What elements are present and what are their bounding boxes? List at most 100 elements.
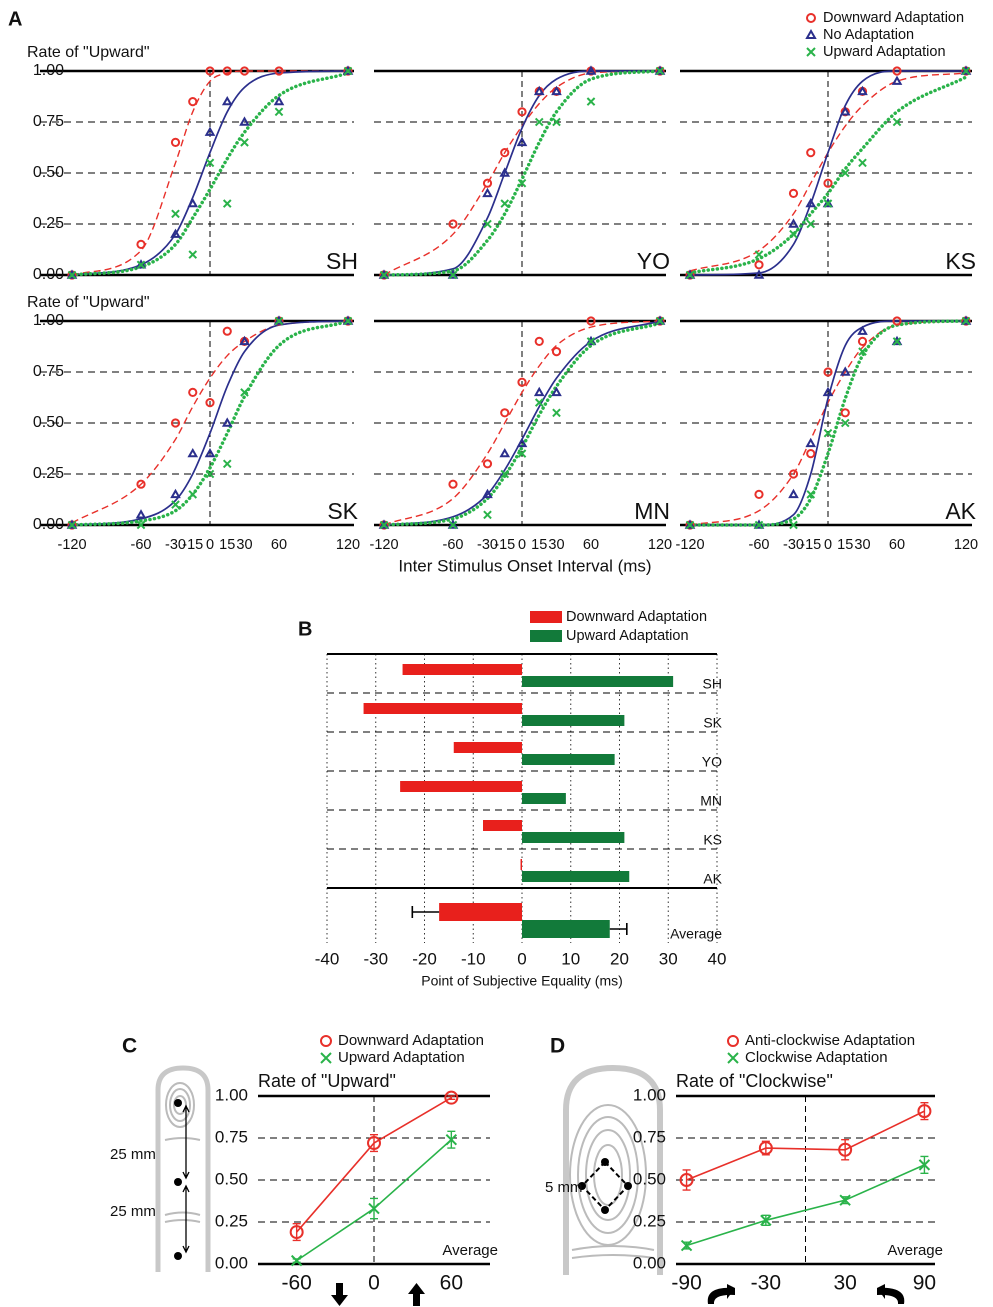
legend-label: Upward Adaptation [823, 44, 946, 60]
subject-label: AK [945, 498, 976, 524]
legend-label: Anti-clockwise Adaptation [745, 1032, 915, 1049]
category-label: SH [703, 676, 722, 692]
y-tick-label: 0.75 [215, 1127, 248, 1146]
y-tick-label: 1.00 [33, 62, 64, 79]
x-tick-label: 60 [271, 537, 287, 553]
category-label: MN [700, 793, 722, 809]
bar [522, 793, 566, 804]
legend-label: Upward Adaptation [338, 1049, 465, 1066]
y-tick-label: 0.00 [215, 1253, 248, 1272]
x-tick-label: 120 [954, 537, 978, 553]
x-tick-label: 60 [583, 537, 599, 553]
y-tick-label: 0.50 [33, 414, 64, 431]
bar [364, 703, 522, 714]
x-tick-label: 30 [236, 537, 252, 553]
x-tick-label: -15 [182, 537, 203, 553]
bar [400, 781, 522, 792]
category-label: KS [703, 832, 722, 848]
x-tick-label: 15 [531, 537, 547, 553]
bar [439, 903, 522, 921]
subject-label: MN [634, 498, 670, 524]
y-tick-label: 0.50 [633, 1169, 666, 1188]
x-tick-label: 40 [708, 949, 727, 968]
x-tick-label: 30 [833, 1272, 856, 1295]
legend-label: Upward Adaptation [566, 628, 689, 644]
scale-label: 5 mm [545, 1179, 583, 1196]
legend-label: Downward Adaptation [823, 10, 964, 26]
y-axis-title: Rate of "Upward" [27, 294, 150, 311]
bar [521, 859, 522, 870]
x-tick-label: 30 [659, 949, 678, 968]
legend-label: Downward Adaptation [566, 609, 707, 625]
x-tick-label: -30 [751, 1272, 781, 1295]
panel-letter: C [122, 1035, 137, 1058]
subject-label: KS [945, 248, 976, 274]
y-tick-label: 0.25 [633, 1211, 666, 1230]
x-axis-title: Inter Stimulus Onset Interval (ms) [398, 556, 651, 575]
y-axis-title: Rate of "Upward" [27, 44, 150, 61]
y-tick-label: 1.00 [33, 312, 64, 329]
x-tick-label: 15 [219, 537, 235, 553]
y-tick-label: 0.25 [33, 465, 64, 482]
x-tick-label: -120 [57, 537, 86, 553]
annotation: Average [887, 1242, 943, 1259]
subject-label: SH [326, 248, 358, 274]
bar [483, 820, 522, 831]
annotation: Average [442, 1242, 498, 1259]
x-tick-label: -120 [675, 537, 704, 553]
legend-label: Downward Adaptation [338, 1032, 484, 1049]
x-tick-label: 0 [824, 537, 832, 553]
x-tick-label: -15 [800, 537, 821, 553]
legend-swatch [530, 630, 562, 642]
x-tick-label: -60 [131, 537, 152, 553]
bar [522, 920, 610, 938]
y-tick-label: 0.75 [33, 113, 64, 130]
bar [522, 676, 673, 687]
y-tick-label: 0.50 [33, 164, 64, 181]
x-tick-label: 30 [548, 537, 564, 553]
category-label: Average [670, 926, 722, 942]
y-tick-label: 1.00 [215, 1085, 248, 1104]
y-axis-title: Rate of "Upward" [258, 1071, 396, 1091]
panel-letter: A [8, 8, 22, 30]
figure: A0.000.250.500.751.00Rate of "Upward"SHY… [0, 0, 993, 1307]
x-tick-label: 60 [440, 1272, 463, 1295]
x-tick-label: 120 [336, 537, 360, 553]
legend-label: No Adaptation [823, 27, 914, 43]
y-tick-label: 0.75 [633, 1127, 666, 1146]
legend-swatch [530, 611, 562, 623]
y-tick-label: 1.00 [633, 1085, 666, 1104]
bar [522, 832, 624, 843]
x-tick-label: -60 [443, 537, 464, 553]
panel-letter: B [298, 618, 312, 640]
category-label: AK [703, 871, 722, 887]
x-tick-label: 10 [561, 949, 580, 968]
x-tick-label: 20 [610, 949, 629, 968]
y-tick-label: 0.00 [33, 266, 64, 283]
x-tick-label: -10 [461, 949, 486, 968]
legend-label: Clockwise Adaptation [745, 1049, 888, 1066]
x-tick-label: 0 [206, 537, 214, 553]
x-tick-label: -15 [494, 537, 515, 553]
x-tick-label: -60 [749, 537, 770, 553]
scale-label: 25 mm [110, 1146, 156, 1163]
x-tick-label: 0 [368, 1272, 380, 1295]
y-tick-label: 0.00 [33, 516, 64, 533]
y-tick-label: 0.50 [215, 1169, 248, 1188]
x-tick-label: -90 [671, 1272, 701, 1295]
bar [522, 715, 624, 726]
x-tick-label: 30 [854, 537, 870, 553]
bar [454, 742, 522, 753]
x-tick-label: -40 [315, 949, 340, 968]
bar [522, 754, 615, 765]
y-tick-label: 0.25 [215, 1211, 248, 1230]
x-tick-label: 90 [913, 1272, 936, 1295]
panel-letter: D [550, 1035, 565, 1058]
x-tick-label: 120 [648, 537, 672, 553]
bar [522, 871, 629, 882]
x-axis-title: Point of Subjective Equality (ms) [421, 973, 623, 989]
subject-label: SK [327, 498, 358, 524]
y-tick-label: 0.75 [33, 363, 64, 380]
x-tick-label: 15 [837, 537, 853, 553]
x-tick-label: -30 [363, 949, 388, 968]
